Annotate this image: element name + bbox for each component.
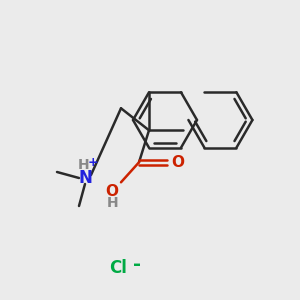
Text: +: +: [88, 155, 98, 169]
Text: H: H: [78, 158, 90, 172]
Text: -: -: [133, 254, 141, 274]
Text: N: N: [78, 169, 92, 187]
Text: O: O: [105, 184, 118, 199]
Text: O: O: [171, 155, 184, 170]
Text: H: H: [106, 196, 118, 210]
Text: Cl: Cl: [109, 259, 127, 277]
